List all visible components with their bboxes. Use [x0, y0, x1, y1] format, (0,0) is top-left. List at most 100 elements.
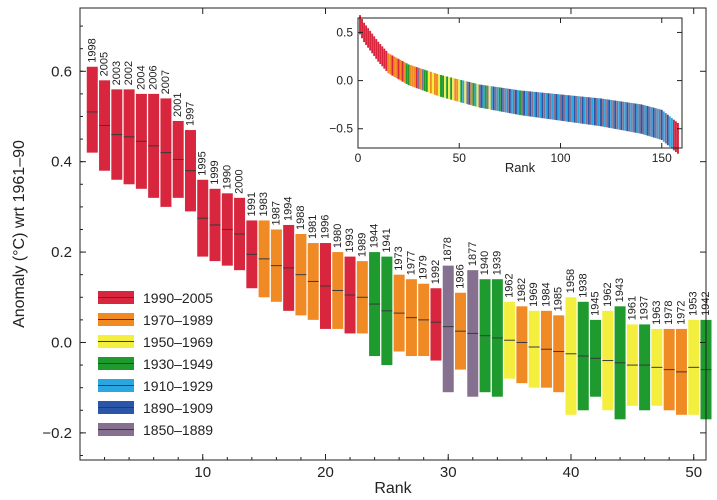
year-label-rank-4: 2002 — [123, 61, 135, 85]
legend-label-2: 1950–1969 — [143, 334, 213, 350]
inset-bar-rank-86 — [531, 91, 534, 117]
y-tick-label-1: 0.0 — [51, 334, 72, 351]
inset-bar-rank-24 — [405, 63, 408, 85]
year-label-rank-15: 1983 — [258, 192, 270, 216]
year-label-rank-9: 1997 — [184, 102, 196, 126]
inset-bar-rank-95 — [549, 93, 552, 120]
inset-bar-rank-39 — [436, 73, 438, 96]
inset-bar-rank-82 — [523, 90, 526, 116]
inset-bar-rank-133 — [626, 102, 629, 132]
inset-bar-rank-88 — [535, 92, 538, 118]
inset-bar-rank-131 — [622, 101, 625, 131]
inset-bar-rank-23 — [403, 62, 406, 83]
inset-bar-rank-109 — [577, 96, 580, 124]
inset-bar-rank-62 — [482, 85, 485, 109]
inset-bar-rank-74 — [506, 88, 509, 113]
inset-bar-rank-101 — [561, 94, 564, 121]
year-label-rank-19: 1981 — [307, 215, 319, 239]
inset-bar-rank-139 — [638, 104, 641, 134]
inset-bar-rank-117 — [593, 97, 596, 126]
x-tick-label-2: 30 — [440, 464, 457, 481]
inset-bar-rank-47 — [452, 77, 455, 101]
inset-bar-rank-64 — [486, 85, 489, 110]
inset-bar-rank-71 — [500, 87, 503, 112]
inset-bar-rank-48 — [454, 78, 457, 101]
inset-bar-rank-54 — [466, 81, 469, 105]
legend-label-3: 1930–1949 — [143, 356, 213, 372]
inset-bar-rank-141 — [642, 104, 645, 135]
inset-bar-rank-124 — [608, 99, 611, 128]
inset-bar-rank-25 — [407, 64, 410, 86]
inset-bar-rank-158 — [676, 122, 679, 154]
year-label-rank-12: 1990 — [221, 165, 233, 189]
inset-bar-rank-149 — [658, 109, 661, 140]
year-label-rank-21: 1980 — [332, 224, 344, 248]
inset-bar-rank-144 — [648, 106, 651, 137]
inset-bar-rank-157 — [674, 121, 677, 153]
inset-bar-rank-13 — [383, 48, 386, 69]
inset-bar-rank-76 — [510, 89, 513, 114]
inset-bar-rank-119 — [598, 98, 600, 127]
inset-bar-rank-80 — [519, 90, 521, 116]
year-label-rank-43: 1962 — [602, 282, 614, 306]
inset-bar-rank-41 — [440, 75, 442, 97]
inset-bar-rank-69 — [496, 87, 499, 111]
inset-bar-rank-147 — [654, 108, 657, 139]
inset-bar-rank-10 — [377, 41, 380, 62]
bar-rank-46 — [639, 324, 651, 411]
year-label-rank-35: 1962 — [504, 273, 516, 297]
x-tick-label-3: 40 — [563, 464, 580, 481]
inset-bar-rank-136 — [632, 103, 635, 133]
inset-x-tick-label-0: 0 — [355, 151, 362, 165]
bar-rank-39 — [553, 315, 565, 393]
year-label-rank-41: 1938 — [577, 273, 589, 297]
inset-bar-rank-75 — [508, 88, 511, 114]
inset-bar-rank-84 — [527, 91, 530, 117]
legend-label-5: 1890–1909 — [143, 400, 213, 416]
inset-bar-rank-52 — [462, 80, 465, 104]
year-label-rank-30: 1878 — [442, 237, 454, 261]
inset-bar-rank-40 — [438, 74, 440, 97]
bar-rank-29 — [430, 288, 442, 361]
inset-bar-rank-100 — [559, 94, 562, 121]
inset-bar-rank-143 — [646, 106, 649, 136]
inset-bar-rank-46 — [450, 77, 453, 100]
inset-bar-rank-150 — [660, 109, 663, 140]
inset-bar-rank-21 — [399, 59, 402, 81]
inset-bar-rank-2 — [361, 18, 364, 39]
inset-bar-rank-3 — [363, 22, 366, 43]
inset-bar-rank-12 — [381, 46, 384, 67]
main-plot-frame — [79, 7, 707, 461]
inset-y-tick-label-1: 0.0 — [336, 74, 353, 88]
inset-bar-rank-91 — [541, 92, 544, 119]
inset-bar-rank-140 — [640, 104, 643, 134]
inset-bar-rank-128 — [616, 100, 619, 130]
inset-bar-rank-79 — [517, 90, 519, 115]
inset-bar-rank-113 — [585, 97, 588, 125]
year-label-rank-18: 1988 — [295, 206, 307, 230]
year-label-rank-29: 1992 — [430, 260, 442, 284]
year-label-rank-10: 1995 — [197, 151, 209, 175]
bar-rank-40 — [565, 297, 577, 415]
inset-x-axis-title: Rank — [505, 160, 536, 175]
inset-bar-rank-156 — [672, 119, 675, 151]
year-label-rank-28: 1979 — [418, 255, 430, 279]
inset-bar-rank-4 — [365, 25, 368, 45]
inset-bar-rank-148 — [656, 108, 659, 139]
year-label-rank-27: 1977 — [405, 251, 417, 275]
inset-bar-rank-126 — [612, 100, 615, 129]
inset-x-tick-label-2: 100 — [550, 151, 570, 165]
legend-label-4: 1910–1929 — [143, 378, 213, 394]
x-tick-label-1: 20 — [317, 464, 334, 481]
inset-bar-rank-132 — [624, 102, 627, 131]
inset-bar-rank-44 — [446, 76, 449, 99]
inset-bar-rank-51 — [460, 79, 463, 103]
inset-bar-rank-125 — [610, 99, 613, 129]
inset-bar-rank-14 — [385, 50, 388, 72]
year-label-rank-49: 1972 — [675, 300, 687, 324]
inset-bar-rank-33 — [423, 69, 426, 92]
bar-rank-30 — [442, 265, 454, 393]
inset-bar-rank-154 — [668, 116, 671, 147]
year-label-rank-1: 1998 — [86, 38, 98, 62]
